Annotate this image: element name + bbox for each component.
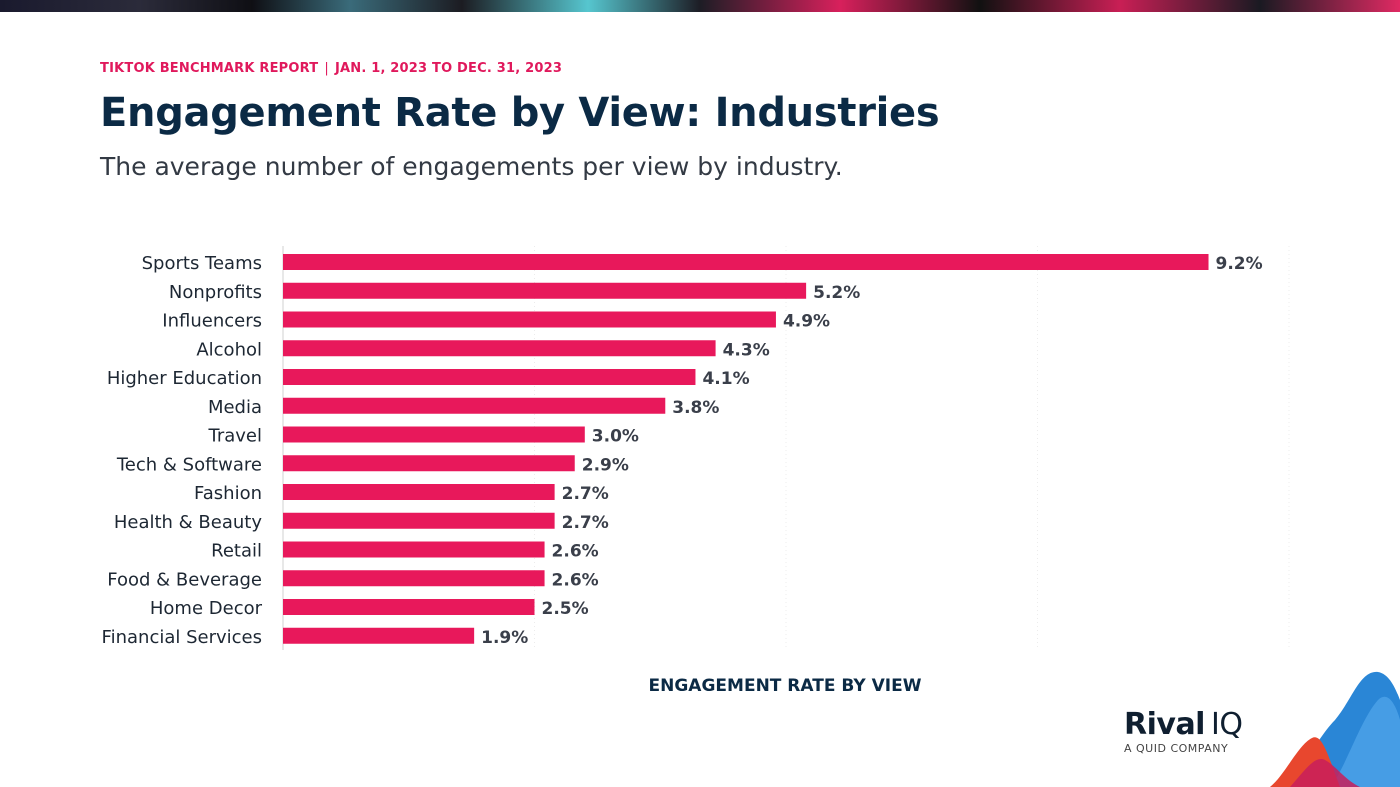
category-label: Health & Beauty: [114, 512, 263, 533]
data-label: 4.3%: [723, 340, 770, 360]
bar: [283, 369, 696, 385]
eyebrow-separator: |: [324, 61, 329, 76]
logo-tagline: A QUID COMPANY: [1124, 742, 1229, 755]
page-subtitle: The average number of engagements per vi…: [100, 152, 843, 181]
data-label: 2.6%: [552, 542, 599, 562]
category-label: Alcohol: [196, 339, 262, 360]
category-label: Financial Services: [102, 627, 262, 648]
data-label: 2.6%: [552, 570, 599, 590]
category-label: Food & Beverage: [107, 569, 262, 590]
data-label: 1.9%: [481, 628, 528, 648]
category-label: Fashion: [194, 483, 262, 504]
category-label: Higher Education: [107, 368, 262, 389]
bar: [283, 512, 555, 529]
data-label: 3.8%: [672, 398, 719, 418]
top-decorative-band: [0, 0, 1400, 12]
bar: [283, 570, 545, 587]
logo-rival: Rival: [1124, 707, 1205, 742]
brand-wave-graphic: [1270, 671, 1400, 787]
data-label: 2.7%: [562, 513, 609, 533]
bar: [283, 282, 807, 299]
report-eyebrow: TIKTOK BENCHMARK REPORT | JAN. 1, 2023 TO …: [100, 61, 562, 76]
page-title: Engagement Rate by View: Industries: [100, 90, 940, 136]
bar: [283, 397, 666, 414]
logo-iq: IQ: [1210, 707, 1243, 742]
data-label: 3.0%: [592, 427, 639, 447]
logo-wordmark: Rival IQ: [1124, 707, 1243, 742]
data-label: 2.9%: [582, 455, 629, 475]
data-label: 4.1%: [702, 369, 749, 389]
bar: [283, 455, 575, 472]
rival-iq-logo: Rival IQ A QUID COMPANY: [1124, 707, 1243, 756]
category-label: Influencers: [162, 311, 262, 332]
data-label: 9.2%: [1216, 254, 1263, 274]
category-label: Travel: [207, 426, 262, 447]
bar: [283, 426, 585, 443]
bar: [283, 254, 1209, 270]
x-axis-label: ENGAGEMENT RATE BY VIEW: [648, 676, 922, 696]
category-label: Retail: [211, 541, 262, 562]
bar: [283, 627, 475, 644]
bar: [283, 340, 716, 357]
data-label: 5.2%: [813, 283, 860, 303]
date-range: JAN. 1, 2023 TO DEC. 31, 2023: [334, 61, 563, 76]
data-label: 2.7%: [562, 484, 609, 504]
category-label: Media: [208, 397, 262, 418]
category-label: Sports Teams: [142, 253, 262, 274]
bar: [283, 484, 555, 500]
category-label: Tech & Software: [116, 454, 262, 475]
bar: [283, 541, 545, 558]
report-name: TIKTOK BENCHMARK REPORT: [100, 61, 319, 76]
bar: [283, 311, 776, 328]
category-label: Home Decor: [150, 598, 263, 619]
bar: [283, 599, 535, 615]
category-label: Nonprofits: [169, 282, 262, 303]
data-label: 4.9%: [783, 312, 830, 332]
data-label: 2.5%: [542, 599, 589, 619]
